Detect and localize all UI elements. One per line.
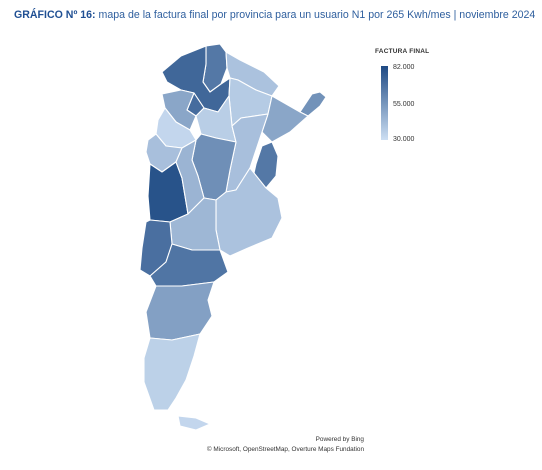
province-san-luis[interactable] (175, 139, 205, 215)
attribution-powered-by: Powered by Bing (315, 436, 364, 443)
chart-title-number: GRÁFICO Nº 16: (14, 9, 96, 21)
province-santa-cruz[interactable] (143, 333, 201, 411)
chart-title-text: mapa de la factura final por provincia p… (95, 9, 536, 21)
legend-mid-label: 55.000 (393, 101, 415, 108)
chart-title: GRÁFICO Nº 16: mapa de la factura final … (14, 9, 536, 21)
province-entre-rios[interactable] (251, 141, 279, 189)
province-tierra-del-fuego[interactable] (177, 415, 211, 431)
legend-color-bar (381, 66, 388, 140)
legend-max-label: 82.000 (393, 64, 415, 71)
province-misiones[interactable] (299, 91, 327, 117)
legend-title: FACTURA FINAL (375, 48, 430, 55)
attribution-copyright: © Microsoft, OpenStreetMap, Overture Map… (206, 446, 364, 453)
legend-min-label: 30.000 (393, 136, 415, 143)
province-chubut[interactable] (145, 281, 215, 341)
